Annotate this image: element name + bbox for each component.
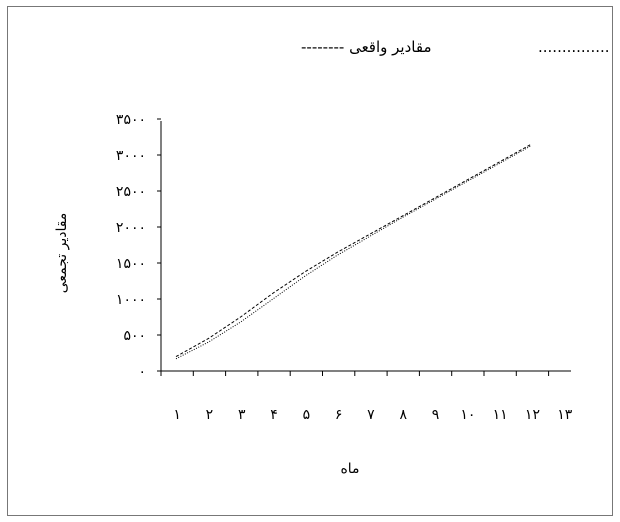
x-tick-label: ۱۰ bbox=[460, 407, 475, 423]
y-tick-label: ۵۰۰ bbox=[123, 328, 146, 344]
y-tick-label: ۰ bbox=[138, 364, 146, 380]
x-tick-label: ۷ bbox=[367, 407, 375, 423]
series-line-actual bbox=[175, 143, 532, 358]
legend-estimated: مقادیر براوردشده ............... bbox=[538, 38, 614, 56]
line-chart: مقادیر واقعی -------- مقادیر براوردشده .… bbox=[54, 38, 620, 477]
x-tick-label: ۳ bbox=[238, 407, 246, 423]
x-tick-label: ۶ bbox=[335, 407, 343, 423]
x-tick-label: ۱۱ bbox=[493, 407, 508, 423]
y-tick-label: ۱۰۰۰ bbox=[116, 292, 146, 308]
legend-actual: مقادیر واقعی -------- bbox=[301, 38, 431, 56]
chart-frame: مقادیر واقعی -------- مقادیر براوردشده .… bbox=[7, 6, 620, 516]
x-tick-label: ۸ bbox=[399, 407, 407, 423]
y-tick-label: ۳۵۰۰ bbox=[116, 112, 146, 128]
x-tick-label: ۱ bbox=[173, 407, 181, 423]
x-axis-title: ماه bbox=[340, 461, 359, 477]
y-tick-label: ۲۰۰۰ bbox=[116, 220, 146, 236]
x-tick-label: ۲ bbox=[206, 407, 214, 423]
x-tick-label: ۹ bbox=[432, 407, 440, 423]
y-tick-label: ۳۰۰۰ bbox=[116, 148, 146, 164]
y-tick-label: ۱۵۰۰ bbox=[116, 256, 146, 272]
x-tick-label: ۱۲ bbox=[525, 407, 540, 423]
x-tick-label: ۵ bbox=[303, 407, 311, 423]
series-line-estimated bbox=[175, 145, 532, 360]
y-tick-label: ۲۵۰۰ bbox=[116, 184, 146, 200]
y-axis-title: مقادیر تجمعی bbox=[54, 213, 70, 294]
x-tick-label: ۱۳ bbox=[557, 407, 573, 423]
x-tick-label: ۴ bbox=[270, 407, 278, 423]
